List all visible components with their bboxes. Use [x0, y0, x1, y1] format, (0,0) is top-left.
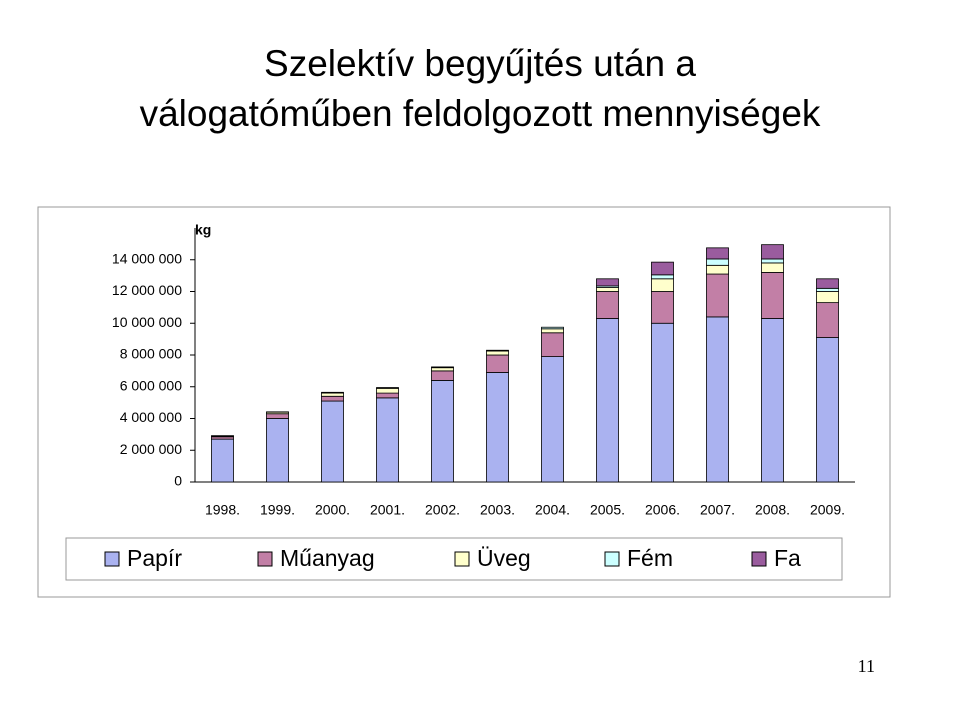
- x-tick-label: 2007.: [700, 502, 735, 518]
- bar-segment: [596, 291, 619, 319]
- y-tick-label: 6 000 000: [120, 377, 182, 393]
- x-tick-label: 2003.: [480, 502, 515, 518]
- x-tick-label: 1999.: [260, 502, 295, 518]
- bar-segment: [431, 379, 454, 483]
- bar-segment: [816, 278, 839, 289]
- bar-segment: [486, 354, 509, 373]
- bar-segment: [376, 387, 399, 394]
- bar-segment: [816, 302, 839, 338]
- bar-segment: [376, 392, 399, 399]
- legend-label: Fém: [627, 545, 673, 571]
- plot: 0 2 000 000 4 000 000 6 000 000 8 000 000 10 …: [104, 228, 855, 571]
- page-number: 11: [858, 656, 875, 676]
- bar-segment: [541, 328, 564, 334]
- y-tick-label: 10 000 000: [112, 314, 182, 330]
- slide-title: válogatóműben feldolgozott mennyiségek: [140, 93, 821, 134]
- legend-frame: [65, 537, 843, 581]
- bar-segment: [376, 397, 399, 483]
- bar-segment: [761, 258, 784, 264]
- x-tick-label: 2005.: [590, 502, 625, 518]
- bar-segment: [761, 262, 784, 273]
- bar-segment: [321, 392, 344, 397]
- y-tick-label: 4 000 000: [120, 409, 182, 425]
- bar-segment: [486, 350, 509, 356]
- bar-segment: [321, 391, 344, 394]
- bar-segment: [706, 258, 729, 266]
- x-tick-label: 2001.: [370, 502, 405, 518]
- legend-swatch: [257, 551, 273, 567]
- bar-segment: [486, 372, 509, 483]
- y-axis-label: kg: [195, 222, 211, 238]
- x-tick-label: 2004.: [535, 502, 570, 518]
- bar-segment: [706, 264, 729, 275]
- bar-segment: [486, 349, 509, 352]
- bar-segment: [211, 438, 234, 483]
- bar-segment: [816, 291, 839, 304]
- y-tick-label: 2 000 000: [120, 441, 182, 457]
- bar-segment: [541, 356, 564, 483]
- y-tick-label: 8 000 000: [120, 346, 182, 362]
- x-tick-label: 2006.: [645, 502, 680, 518]
- bar-segment: [706, 273, 729, 318]
- y-tick-label: 0: [174, 473, 182, 489]
- x-tick-label: 2000.: [315, 502, 350, 518]
- bar-segment: [596, 318, 619, 483]
- x-tick-label: 2008.: [755, 502, 790, 518]
- bar-segment: [266, 418, 289, 483]
- bar-segment: [761, 318, 784, 483]
- chart-frame: [37, 206, 891, 598]
- bar-segment: [706, 316, 729, 483]
- bar-segment: [376, 387, 399, 389]
- bar-segment: [266, 413, 289, 419]
- bar-segment: [816, 337, 839, 483]
- bar-segment: [706, 247, 729, 260]
- bar-segment: [761, 272, 784, 319]
- legend-label: Műanyag: [280, 545, 375, 571]
- bar-segment: [321, 395, 344, 402]
- bar-segment: [431, 366, 454, 369]
- bar-segment: [651, 291, 674, 324]
- bar-segment: [651, 322, 674, 483]
- legend-label: Üveg: [477, 545, 531, 571]
- x-tick-label: 1998.: [205, 502, 240, 518]
- bar-segment: [761, 244, 784, 260]
- legend-swatch: [604, 551, 620, 567]
- x-tick-label: 2002.: [425, 502, 460, 518]
- legend-swatch: [454, 551, 470, 567]
- bar-segment: [651, 261, 674, 276]
- bar-segment: [431, 367, 454, 372]
- bar-segment: [321, 400, 344, 483]
- bar-segment: [816, 287, 839, 292]
- legend-label: Papír: [127, 545, 182, 571]
- bar-segment: [596, 278, 619, 287]
- x-tick-label: 2009.: [810, 502, 845, 518]
- bar-segment: [651, 274, 674, 280]
- legend-swatch: [751, 551, 767, 567]
- bar-segment: [431, 370, 454, 381]
- bar-segment: [596, 287, 619, 292]
- slide-title: Szelektív begyűjtés után a: [264, 43, 696, 84]
- legend-swatch: [104, 551, 120, 567]
- bar-segment: [651, 278, 674, 292]
- y-tick-label: 14 000 000: [112, 250, 182, 266]
- bar-segment: [541, 326, 564, 330]
- y-tick-label: 12 000 000: [112, 282, 182, 298]
- legend-label: Fa: [774, 545, 801, 571]
- bar-segment: [541, 332, 564, 357]
